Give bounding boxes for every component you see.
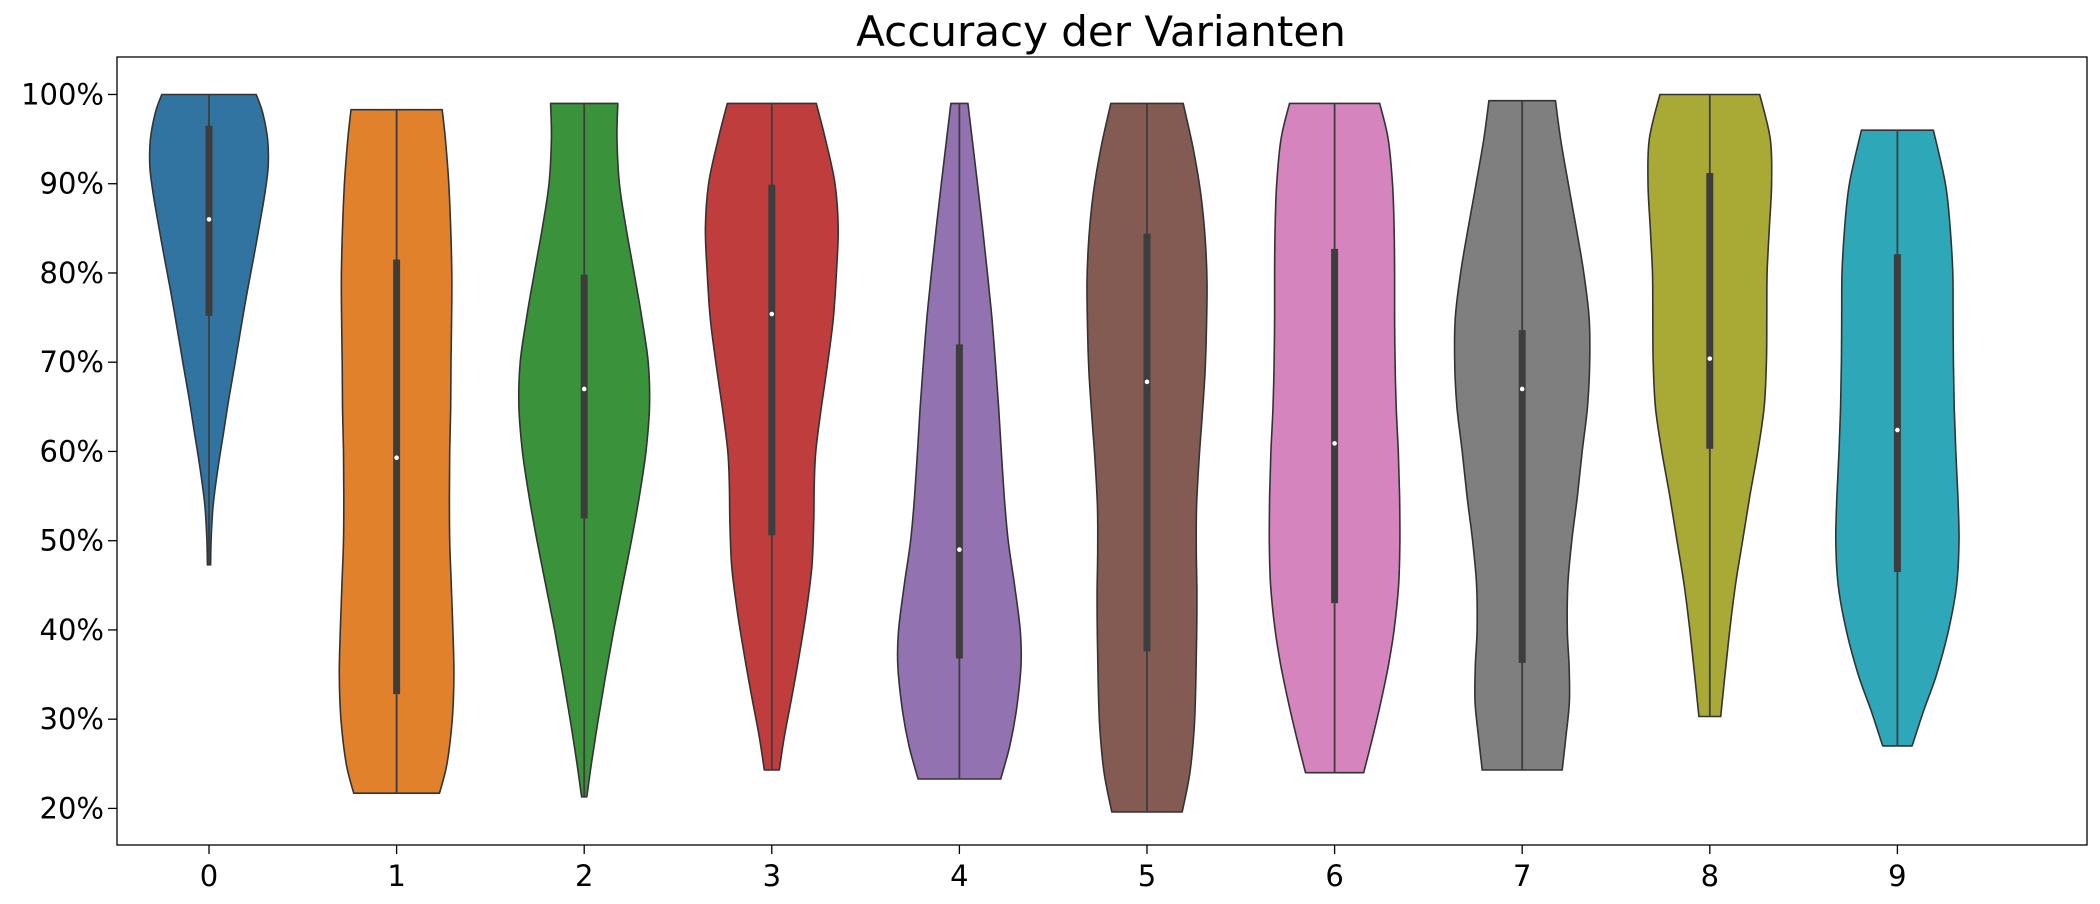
y-axis: 20% 30% 40% 50% 60% 70% 80% 90% 100% [21,77,117,825]
y-tick-label: 30% [40,702,104,736]
violin-group [148,93,1960,813]
violin-median-9 [1895,427,1900,433]
violin-iqr-5 [1143,233,1151,652]
y-tick-label: 80% [40,256,104,290]
violin-median-1 [394,455,399,460]
y-tick-label: 20% [40,791,104,825]
x-tick-label: 2 [575,859,593,893]
x-tick-label: 5 [1138,859,1156,893]
violin-median-4 [957,547,962,552]
x-tick-label: 4 [950,859,968,893]
x-tick-label: 1 [387,859,405,893]
y-tick-label: 70% [40,345,104,379]
y-tick-label: 50% [40,524,104,558]
violin-iqr-8 [1706,173,1714,449]
violin-median-2 [581,386,587,392]
violin-median-6 [1332,441,1337,446]
x-axis: 0 1 2 3 4 5 6 7 8 9 [200,845,1907,893]
x-tick-label: 7 [1513,859,1531,893]
violin-median-0 [206,217,212,222]
violin-iqr-3 [768,184,776,536]
violin-iqr-9 [1893,254,1901,572]
y-tick-label: 60% [40,434,104,468]
violin-median-7 [1519,386,1525,392]
x-tick-label: 3 [763,859,781,893]
violin-iqr-6 [1331,248,1339,604]
x-tick-label: 9 [1888,859,1906,893]
x-tick-label: 0 [200,859,218,893]
x-tick-label: 8 [1701,859,1719,893]
violin-median-8 [1707,356,1713,361]
y-tick-label: 40% [40,613,104,647]
violin-iqr-1 [393,259,401,695]
chart-title: Accuracy der Varianten [856,7,1346,56]
y-tick-label: 100% [21,77,104,111]
violin-median-3 [769,311,775,317]
violin-iqr-4 [955,344,963,659]
violin-median-5 [1144,379,1150,385]
x-tick-label: 6 [1325,859,1343,893]
y-tick-label: 90% [40,167,104,201]
violin-iqr-7 [1518,330,1526,663]
violin-iqr-2 [580,274,588,519]
